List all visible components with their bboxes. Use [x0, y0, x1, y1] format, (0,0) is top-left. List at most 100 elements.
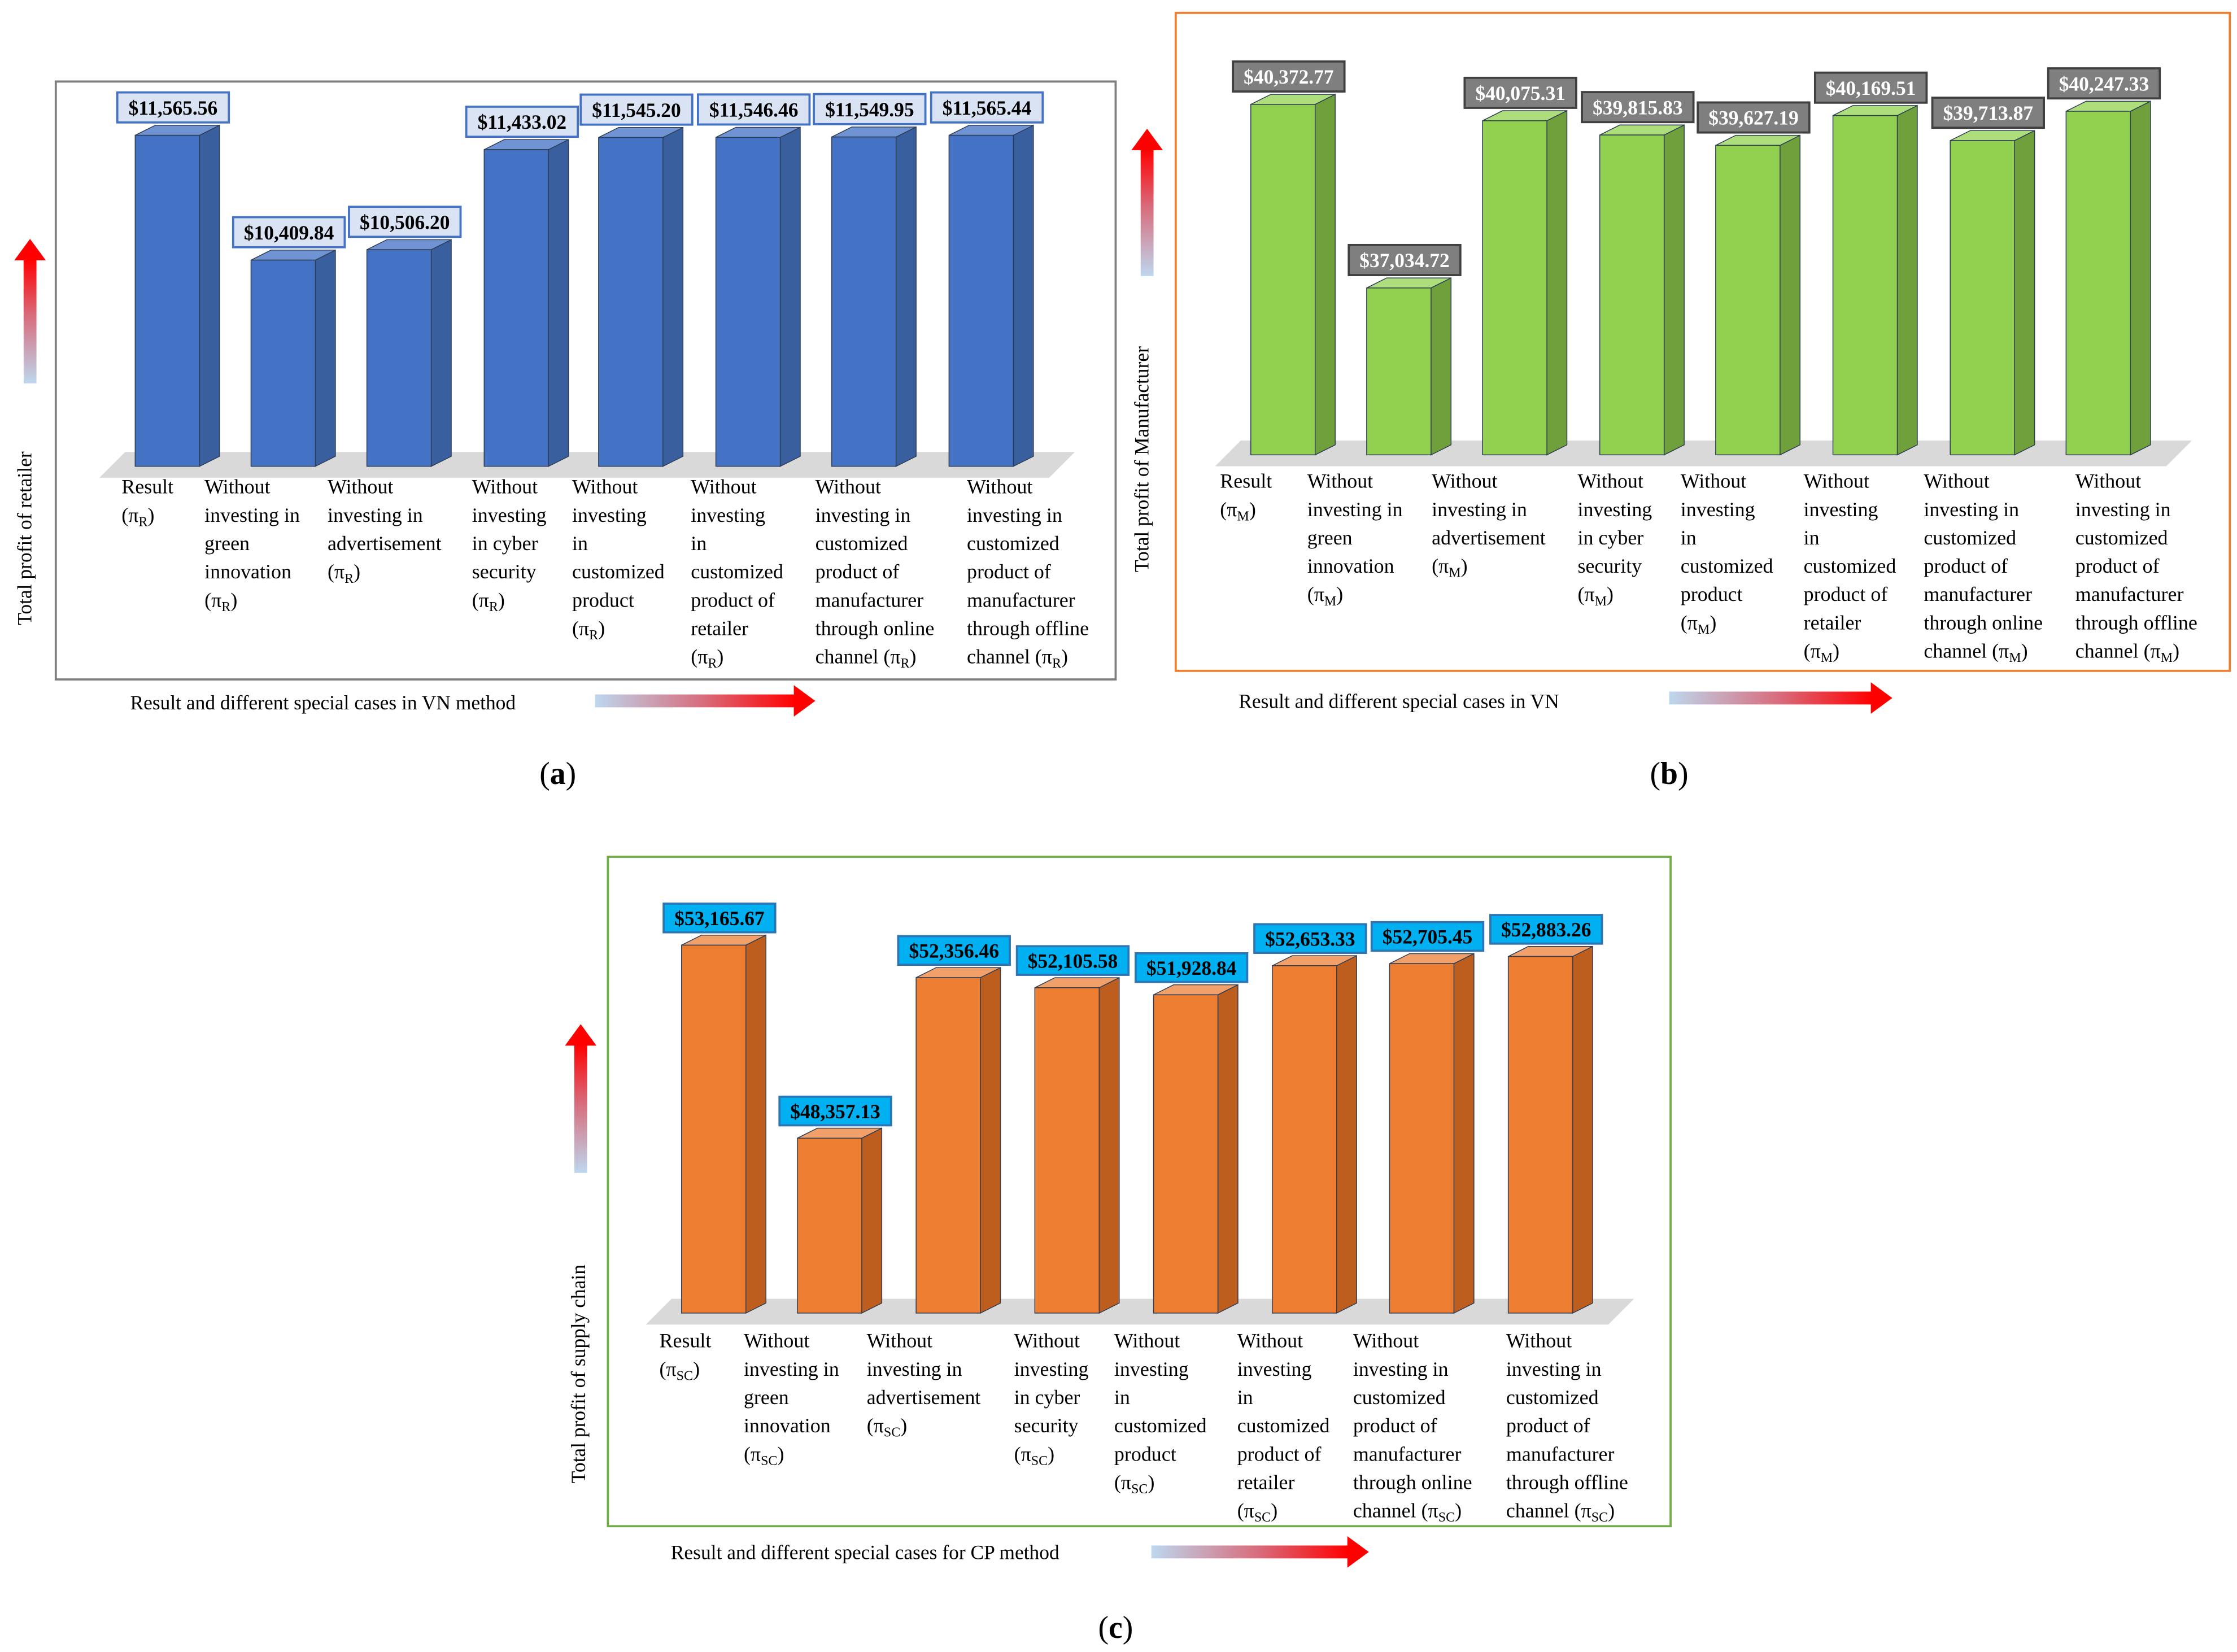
bar-side: [1217, 984, 1239, 1314]
bar-side: [1013, 124, 1034, 467]
category-label: Result (πM): [1220, 470, 1272, 524]
data-label-box: [1253, 923, 1367, 954]
bar-front: [1950, 140, 2015, 456]
bar-side: [315, 249, 336, 467]
data-label-box: [1581, 91, 1695, 124]
y-axis-label: Total profit of retailer: [14, 451, 36, 625]
category-label: Without investing in customized product of m…: [1353, 1330, 1472, 1525]
bar: [915, 967, 1001, 1314]
category-label: Without investing in customized product of re…: [691, 476, 783, 671]
up-arrow-icon: [565, 1024, 597, 1046]
bar-side: [745, 934, 766, 1314]
data-label-box: [897, 935, 1011, 966]
bar-side: [662, 127, 684, 467]
category-label: Without investing in cyber security (πM): [1577, 470, 1652, 609]
bar: [948, 124, 1034, 467]
bar: [598, 127, 684, 467]
bar-side: [1431, 277, 1452, 456]
category-label: Without investing in customized product of m…: [816, 476, 935, 671]
data-label: $11,545.20: [592, 99, 681, 121]
bar-side: [861, 1127, 883, 1314]
bar-front: [1482, 120, 1547, 456]
panel-border: [607, 856, 1672, 1528]
right-arrow-shaft: [1669, 691, 1873, 705]
data-label: $51,928.84: [1146, 957, 1237, 979]
data-label-box: [232, 216, 346, 249]
bar-front: [1715, 145, 1781, 456]
panel-caption: (c): [1098, 1610, 1133, 1645]
bar: [134, 124, 220, 467]
data-label-box: [465, 106, 579, 138]
category-label: Without investing in customized product (πSC): [1114, 1330, 1207, 1497]
chart-panel-a: $11,565.56 Result (πR) $10,409.84 Without inv…: [14, 80, 1117, 791]
data-label-box: [813, 93, 927, 125]
chart-panel-c: $53,165.67 Result (πSC) $48,357.13 Without in…: [565, 856, 1672, 1645]
category-label: Without investing in customized product of re…: [1804, 470, 1896, 665]
bar-front: [1599, 134, 1665, 456]
bar-front: [134, 134, 200, 467]
category-label: Without investing in customized product of m…: [1924, 470, 2043, 665]
bar-side: [1336, 954, 1357, 1314]
bar-side: [1314, 93, 1336, 456]
category-label: Without investing in customized product of re…: [1237, 1330, 1330, 1525]
bar: [1271, 954, 1357, 1314]
up-arrow-shaft: [574, 1044, 587, 1173]
data-label-box: [1813, 71, 1928, 104]
bar-front: [681, 944, 747, 1314]
bar-side: [199, 124, 220, 467]
data-label: $40,075.31: [1475, 82, 1565, 104]
category-label: Without investing in advertisement (πM): [1432, 470, 1546, 581]
data-label: $39,627.19: [1708, 107, 1798, 129]
bar-side: [779, 127, 801, 467]
chart-floor: [99, 452, 1075, 478]
category-label: Without investing in advertisement (πR): [328, 476, 442, 586]
bar-front: [1366, 287, 1432, 456]
bar-front: [1034, 987, 1100, 1314]
bar: [2065, 101, 2151, 456]
bar: [831, 126, 917, 467]
right-arrow-shaft: [595, 694, 796, 708]
bar-front: [2065, 111, 2131, 456]
bar-side: [1098, 977, 1120, 1314]
bar-front: [598, 137, 664, 467]
bar: [1715, 134, 1801, 456]
data-label-box: [2047, 67, 2161, 100]
bar-front: [831, 136, 897, 467]
data-label: $52,883.26: [1501, 918, 1591, 941]
panel-border: [1174, 11, 2231, 672]
bar-front: [1832, 115, 1898, 456]
data-label: $37,034.72: [1359, 249, 1449, 272]
bar: [1832, 104, 1918, 456]
data-label-box: [1370, 921, 1485, 952]
data-label-box: [1697, 101, 1811, 134]
data-label: $10,506.20: [360, 211, 450, 233]
data-label: $11,549.95: [825, 98, 914, 121]
panel-caption: (b): [1650, 756, 1688, 791]
y-axis-label: Total profit of Manufacturer: [1131, 346, 1153, 572]
bar: [681, 934, 766, 1314]
data-label: $40,372.77: [1244, 66, 1333, 88]
bar: [250, 249, 336, 467]
data-label: $52,705.45: [1383, 926, 1472, 948]
bar-front: [1153, 994, 1219, 1314]
bar: [1389, 953, 1475, 1314]
bar-front: [483, 149, 550, 467]
data-label-box: [1232, 60, 1346, 93]
bar-side: [1663, 124, 1685, 456]
bar-front: [366, 249, 432, 467]
y-axis-label: Total profit of supply chain: [567, 1265, 590, 1484]
bar: [1034, 977, 1120, 1314]
bar: [483, 138, 569, 467]
panel-caption: (a): [539, 756, 576, 791]
up-arrow-icon: [14, 238, 46, 260]
bar: [715, 127, 801, 467]
data-label-box: [1348, 243, 1462, 276]
bar-side: [548, 138, 569, 467]
bar: [366, 239, 452, 467]
data-label-box: [930, 91, 1044, 124]
up-arrow-shaft: [23, 259, 37, 383]
data-label: $11,546.46: [709, 99, 799, 121]
data-label: $11,433.02: [478, 111, 567, 133]
category-label: Without investing in advertisement (πSC): [867, 1330, 981, 1440]
